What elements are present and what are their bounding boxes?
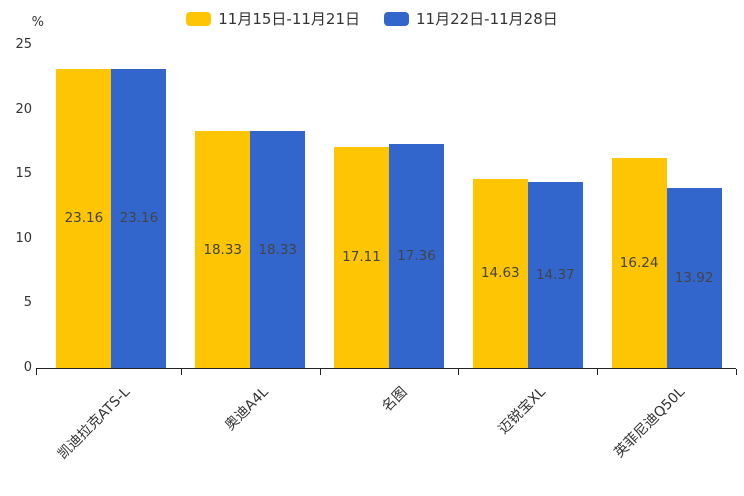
legend-item-week2[interactable]: 11月22日-11月28日 (384, 8, 558, 29)
bar-value-label: 14.63 (480, 265, 520, 282)
bar-value-label: 13.92 (674, 270, 714, 287)
bar-value-label: 23.16 (64, 210, 104, 227)
bar-week2-3 (389, 143, 444, 368)
legend: 11月15日-11月21日 11月22日-11月28日 (0, 8, 744, 29)
bar-week2-5 (666, 188, 722, 368)
y-axis-tick-label: 0 (23, 360, 32, 375)
bar-week1-4 (472, 178, 528, 368)
x-axis-tick-mark (180, 369, 182, 375)
bar-week1-5 (611, 158, 667, 368)
bar-value-label: 14.37 (535, 267, 575, 284)
bar-week1-3 (334, 146, 389, 368)
legend-label-week2: 11月22日-11月28日 (416, 10, 558, 28)
bar-value-label: 17.11 (342, 249, 381, 266)
x-axis-category-label: 英菲尼迪Q50L (611, 384, 689, 461)
x-axis-tick-mark (458, 369, 460, 375)
bar-value-label: 23.16 (119, 210, 159, 227)
bar-value-label: 18.33 (258, 241, 298, 258)
bar-value-label: 18.33 (203, 241, 243, 258)
x-axis-tick-mark (597, 369, 599, 375)
y-axis-unit-label: % (31, 15, 44, 30)
y-axis-tick-label: 10 (15, 230, 32, 246)
y-axis-tick-label: 25 (15, 37, 32, 52)
legend-swatch-blue (384, 11, 409, 26)
bar-value-label: 17.36 (397, 247, 436, 264)
x-axis-tick-mark (36, 369, 37, 375)
x-axis-category-label: 名图 (379, 384, 411, 416)
x-axis-tick-mark (319, 369, 321, 375)
bar-value-label: 16.24 (619, 255, 659, 272)
y-axis-tick-label: 5 (23, 295, 32, 311)
x-axis-line (36, 368, 736, 369)
bar-week1-1 (56, 68, 112, 368)
bar-week2-1 (111, 68, 167, 368)
bar-week1-2 (195, 131, 251, 368)
x-axis-category-label: 奥迪A4L (221, 384, 272, 434)
y-axis-tick-label: 15 (15, 166, 32, 182)
x-axis-category-label: 迈锐宝XL (495, 384, 550, 438)
y-axis-tick-label: 20 (15, 101, 32, 117)
x-axis-category-label: 凯迪拉克ATS-L (54, 384, 133, 463)
x-axis-tick-mark (736, 369, 737, 375)
bar-week2-4 (527, 182, 583, 368)
legend-swatch-yellow (186, 11, 212, 26)
legend-item-week1[interactable]: 11月15日-11月21日 (186, 8, 360, 29)
bar-week2-2 (250, 131, 306, 368)
legend-label-week1: 11月15日-11月21日 (218, 10, 360, 28)
